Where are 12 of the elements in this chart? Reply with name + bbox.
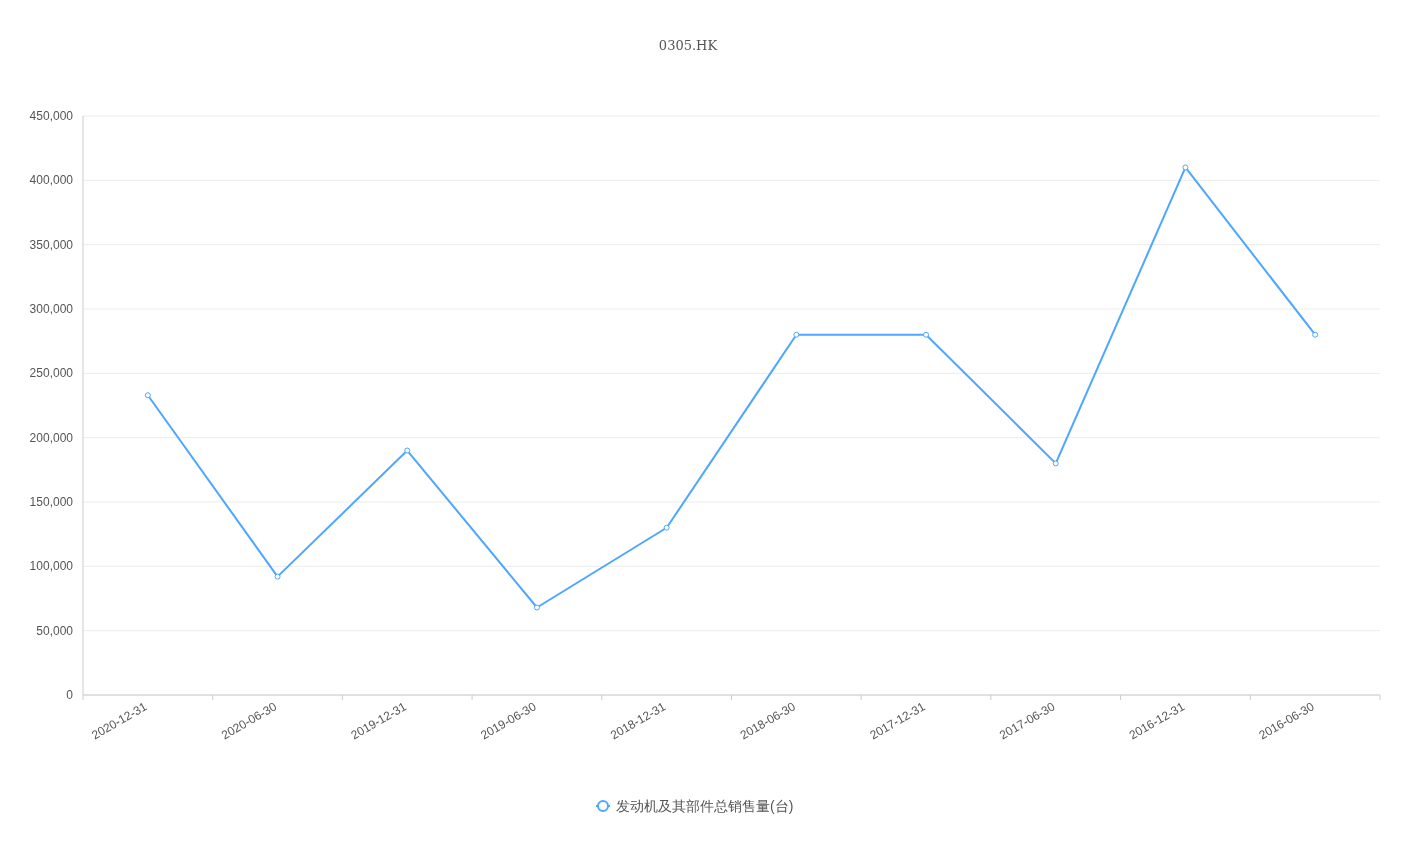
legend-label: 发动机及其部件总销售量(台) bbox=[616, 798, 794, 814]
y-tick-label: 250,000 bbox=[29, 366, 74, 381]
chart-title: 0305.HK bbox=[658, 38, 718, 53]
y-tick-label: 200,000 bbox=[29, 430, 74, 445]
y-tick-label: 50,000 bbox=[36, 623, 74, 638]
y-tick-label: 450,000 bbox=[29, 109, 74, 123]
y-tick-label: 350,000 bbox=[29, 237, 74, 252]
y-tick-label: 100,000 bbox=[29, 559, 74, 574]
y-tick-label: 150,000 bbox=[29, 495, 74, 509]
y-tick-label: 300,000 bbox=[29, 302, 74, 316]
y-tick-label: 0 bbox=[66, 688, 74, 702]
y-tick-label: 400,000 bbox=[29, 173, 74, 188]
